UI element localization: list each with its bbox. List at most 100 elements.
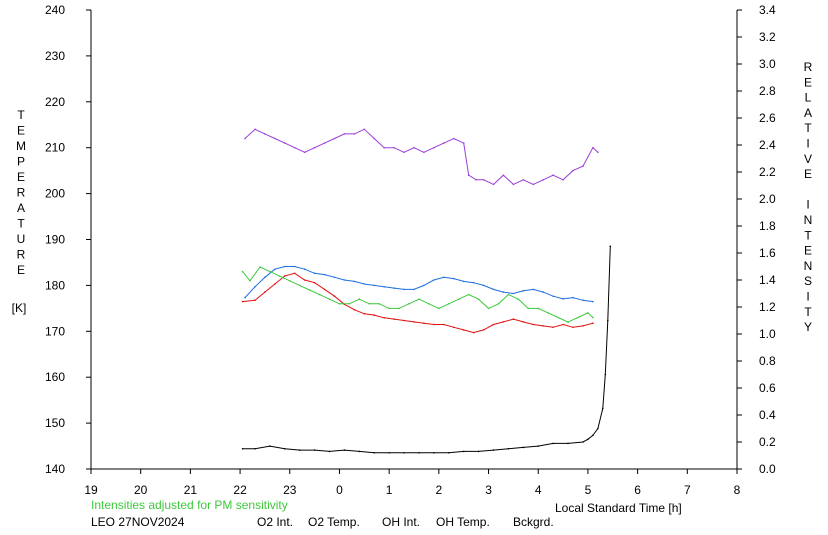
data-point — [547, 312, 549, 314]
data-point — [269, 270, 271, 273]
data-point — [328, 298, 331, 301]
left-tick-label: 200 — [45, 187, 65, 201]
left-axis-title-letter: U — [17, 232, 26, 246]
left-axis-unit: [K] — [12, 301, 27, 315]
data-point — [328, 450, 331, 453]
data-point — [532, 288, 535, 291]
legend-entry: OH Int. — [382, 515, 420, 529]
data-point — [522, 321, 525, 323]
data-point — [492, 323, 495, 326]
data-point — [293, 272, 296, 275]
data-point — [259, 266, 261, 268]
data-point — [244, 137, 246, 140]
right-axis-title-letter: L — [805, 91, 812, 105]
sensitivity-note: Intensities adjusted for PM sensitivity — [91, 498, 288, 512]
series-layer — [241, 128, 612, 454]
data-point — [537, 445, 539, 447]
right-axis-title-letter: R — [804, 60, 813, 74]
right-axis-title-letter: S — [804, 274, 812, 288]
x-tick-label: 22 — [233, 483, 247, 497]
data-point — [254, 128, 256, 131]
right-axis-ticks: 0.0 0.2 0.4 0.6 0.8 1.0 1.2 1.4 1.6 1.8 2.0 2.2 2.4 2… — [737, 3, 776, 476]
data-point — [423, 151, 425, 154]
data-point — [475, 179, 477, 181]
data-point — [368, 303, 371, 305]
data-point — [373, 314, 376, 316]
data-point — [592, 300, 594, 303]
data-point — [552, 326, 554, 329]
data-point — [433, 279, 435, 281]
data-point — [522, 446, 525, 449]
series-bckgrd — [241, 245, 612, 454]
left-axis-title-letter: T — [17, 217, 25, 231]
series-o2-int — [244, 265, 594, 303]
x-tick-label: 20 — [134, 483, 148, 497]
data-point — [572, 326, 574, 329]
left-tick-label: 140 — [45, 462, 65, 476]
right-axis-title-letter: N — [804, 259, 813, 273]
data-point — [552, 174, 554, 176]
data-point — [313, 449, 316, 451]
data-point — [482, 179, 485, 181]
data-point — [358, 298, 361, 301]
right-axis-title-letter: V — [804, 152, 812, 166]
data-point — [333, 276, 336, 279]
data-point — [507, 293, 510, 296]
data-point — [348, 303, 351, 305]
data-point — [472, 281, 475, 284]
right-axis-title-letter: T — [804, 228, 812, 242]
station-date: LEO 27NOV2024 — [91, 515, 185, 529]
x-tick-label: 7 — [684, 483, 691, 497]
data-point — [562, 323, 564, 326]
data-point — [453, 277, 455, 280]
data-point — [418, 298, 420, 301]
right-tick-label: 3.2 — [759, 30, 776, 44]
left-tick-label: 230 — [45, 49, 65, 63]
data-point — [343, 449, 346, 451]
data-point — [413, 146, 415, 149]
data-point — [497, 303, 500, 305]
x-tick-label: 0 — [336, 483, 343, 497]
data-point — [527, 307, 530, 310]
data-point — [403, 452, 405, 454]
series-line — [242, 266, 594, 323]
left-tick-label: 220 — [45, 95, 65, 109]
data-point — [353, 133, 356, 135]
right-axis-title-letter: T — [804, 305, 812, 319]
left-axis-title-letter: E — [17, 263, 25, 277]
right-tick-label: 3.0 — [759, 57, 776, 71]
data-point — [552, 295, 554, 298]
data-point — [333, 137, 336, 140]
data-point — [293, 265, 296, 268]
data-point — [274, 268, 276, 271]
left-tick-label: 240 — [45, 3, 65, 17]
x-tick-label: 6 — [634, 483, 641, 497]
right-axis-title-letter: I — [806, 137, 809, 151]
right-tick-label: 1.8 — [759, 219, 776, 233]
data-point — [502, 174, 505, 176]
data-point — [597, 427, 599, 430]
data-point — [323, 273, 326, 276]
left-axis-title-letter: T — [17, 108, 25, 122]
data-point — [284, 275, 286, 277]
data-point — [582, 299, 584, 302]
data-point — [472, 331, 475, 334]
series-o2-temp — [244, 128, 599, 186]
data-point — [423, 322, 425, 325]
data-point — [264, 276, 266, 279]
series-line — [242, 246, 611, 454]
data-point — [542, 291, 544, 293]
legend-entry: O2 Temp. — [308, 515, 360, 529]
right-tick-label: 0.0 — [759, 462, 776, 476]
data-point — [323, 288, 326, 291]
right-axis-title-letter: N — [804, 213, 813, 227]
data-point — [567, 321, 569, 323]
data-point — [254, 448, 256, 450]
legend-entry: Bckgrd. — [513, 515, 554, 529]
right-axis-title-letter: I — [806, 290, 809, 304]
data-point — [241, 270, 244, 273]
data-point — [433, 146, 435, 149]
data-point — [577, 316, 579, 319]
data-point — [318, 293, 321, 296]
data-point — [453, 326, 455, 329]
